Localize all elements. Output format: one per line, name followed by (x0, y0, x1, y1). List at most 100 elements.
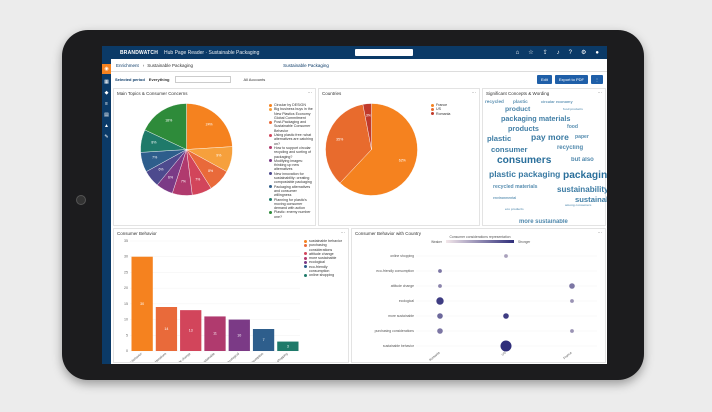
legend-item[interactable]: Planning for plastic's moving consumer d… (269, 198, 315, 211)
panel-menu-icon[interactable]: ⋯ (307, 90, 313, 95)
bubble-point[interactable] (437, 328, 443, 334)
bar[interactable] (228, 319, 250, 351)
bar[interactable] (252, 329, 275, 351)
word-cloud-term[interactable]: recycled (485, 99, 504, 104)
word-cloud-term[interactable]: packaging materials (501, 114, 571, 123)
share-icon[interactable]: ⇪ (542, 49, 548, 56)
legend-item[interactable]: France (431, 103, 475, 107)
chart-icon[interactable]: ▦ (104, 79, 109, 85)
legend-item[interactable]: Using plastic free: what alternatives ar… (269, 133, 315, 146)
home-button[interactable] (76, 195, 86, 205)
bar[interactable] (131, 256, 153, 351)
y-tick-label: sustainable behavior (383, 344, 415, 348)
word-cloud-term[interactable]: sustainability (557, 185, 607, 194)
bar[interactable] (180, 310, 202, 351)
word-cloud-term[interactable]: packaging (563, 170, 607, 181)
breadcrumb-enrichment[interactable]: Enrichment (116, 62, 139, 68)
topics-slice[interactable] (186, 103, 233, 150)
word-cloud-term[interactable]: pay more (531, 132, 569, 142)
word-cloud-term[interactable]: food products (563, 107, 583, 111)
legend-item[interactable]: Romania (431, 112, 475, 116)
word-cloud-term[interactable]: plastic (487, 134, 512, 143)
bubble-point[interactable] (500, 340, 512, 352)
bubble-point[interactable] (504, 254, 508, 258)
word-cloud-term[interactable]: products (508, 124, 539, 133)
word-cloud-term[interactable]: recycling (557, 145, 584, 151)
legend-item[interactable]: purchasing considerations (304, 243, 348, 252)
alert-icon[interactable]: ▲ (104, 123, 109, 129)
word-cloud-term[interactable]: sustainable (575, 195, 607, 204)
search-input[interactable] (355, 49, 414, 56)
word-cloud-term[interactable]: circular economy (541, 100, 573, 104)
legend-item[interactable]: attitude change (304, 252, 348, 256)
topics-slice[interactable] (144, 103, 187, 150)
bubble-point[interactable] (569, 283, 575, 289)
legend-item[interactable]: sustainable behavior (304, 239, 348, 243)
legend-item[interactable]: more sustainable (304, 256, 348, 260)
word-cloud-term[interactable]: plastic packaging (489, 169, 561, 179)
word-cloud-term[interactable]: recycled materials (493, 184, 538, 190)
legend-item[interactable]: Post-Packaging and Sustainable Consumer … (269, 120, 315, 133)
bar[interactable] (204, 316, 226, 351)
panel-menu-icon[interactable]: ⋯ (471, 90, 477, 95)
panel-menu-icon[interactable]: ⋯ (597, 90, 603, 95)
legend-item[interactable]: New innovation for sustainability: creat… (269, 172, 315, 185)
bar-value-label: 30 (140, 302, 144, 306)
legend-item[interactable]: US (431, 107, 475, 111)
legend-item[interactable]: Big business buys in the New Plastics Ec… (269, 107, 315, 120)
word-cloud-term[interactable]: but also (571, 157, 594, 163)
legend-item[interactable]: Modifying images: thinking up new altern… (269, 159, 315, 172)
period-value[interactable]: Everything (148, 76, 170, 82)
accounts-filter[interactable]: All Accounts (243, 76, 266, 82)
bell-icon[interactable]: ♪ (556, 49, 560, 56)
legend-item[interactable]: eco-friendly consumption (304, 265, 348, 274)
legend-item[interactable]: online shopping (304, 273, 348, 277)
list-icon[interactable]: ≡ (105, 101, 108, 107)
help-icon[interactable]: ? (568, 49, 572, 56)
export-pdf-button[interactable]: Export to PDF (554, 74, 588, 84)
word-cloud-term[interactable]: consumer (491, 145, 528, 154)
edit-button[interactable]: Edit (536, 74, 552, 84)
legend-item[interactable]: Circular by DESIGN (269, 103, 315, 107)
more-button[interactable]: ⋮ (591, 74, 603, 84)
word-cloud-term[interactable]: food (567, 124, 579, 130)
user-icon[interactable]: ● (595, 49, 599, 56)
word-cloud-term[interactable]: product (505, 106, 531, 113)
panel-menu-icon[interactable]: ⋯ (597, 230, 603, 235)
countries-slice[interactable] (362, 103, 372, 150)
bubble-point[interactable] (503, 313, 509, 319)
bar[interactable] (277, 341, 299, 351)
word-cloud-term[interactable]: among consumers (565, 203, 592, 207)
countries-slice[interactable] (325, 104, 372, 184)
feed-icon[interactable]: ◉ (102, 64, 111, 74)
word-cloud-term[interactable]: consumers (497, 155, 552, 166)
legend-item[interactable]: Packaging alternatives and consumer will… (269, 185, 315, 198)
bar[interactable] (155, 307, 178, 351)
countries-slice[interactable] (339, 103, 418, 196)
star-icon[interactable]: ☆ (528, 49, 534, 56)
bubble-point[interactable] (438, 284, 442, 288)
date-range-input[interactable] (175, 75, 232, 83)
doc-icon[interactable]: ▤ (104, 112, 109, 118)
legend-item[interactable]: How to support circular recycling and so… (269, 146, 315, 159)
bubble-point[interactable] (570, 299, 574, 303)
word-cloud-term[interactable]: plastic (513, 99, 528, 104)
bubble-point[interactable] (570, 329, 574, 333)
tool-icon[interactable]: ✎ (104, 134, 109, 140)
settings-icon[interactable]: ⚙ (580, 49, 587, 56)
word-cloud-term[interactable]: eco products (505, 207, 524, 211)
word-cloud-term[interactable]: more sustainable (519, 219, 568, 225)
legend-item[interactable]: ecological (304, 260, 348, 264)
legend-item[interactable]: Plastic: enemy number one? (269, 210, 315, 219)
bubble-point[interactable] (438, 269, 442, 273)
breadcrumb-project[interactable]: Sustainable Packaging (147, 62, 194, 68)
word-cloud-term[interactable]: paper (575, 134, 589, 140)
bubble-point[interactable] (436, 297, 444, 305)
bubble-point[interactable] (437, 313, 443, 319)
tag-icon[interactable]: ◆ (104, 90, 109, 96)
breadcrumb-dashboard[interactable]: Sustainable Packaging (283, 62, 329, 68)
panel-menu-icon[interactable]: ⋯ (340, 230, 346, 235)
brand-logo[interactable]: BRANDWATCH (120, 49, 159, 56)
home-icon[interactable]: ⌂ (515, 49, 520, 56)
word-cloud-term[interactable]: environmental (493, 196, 517, 200)
